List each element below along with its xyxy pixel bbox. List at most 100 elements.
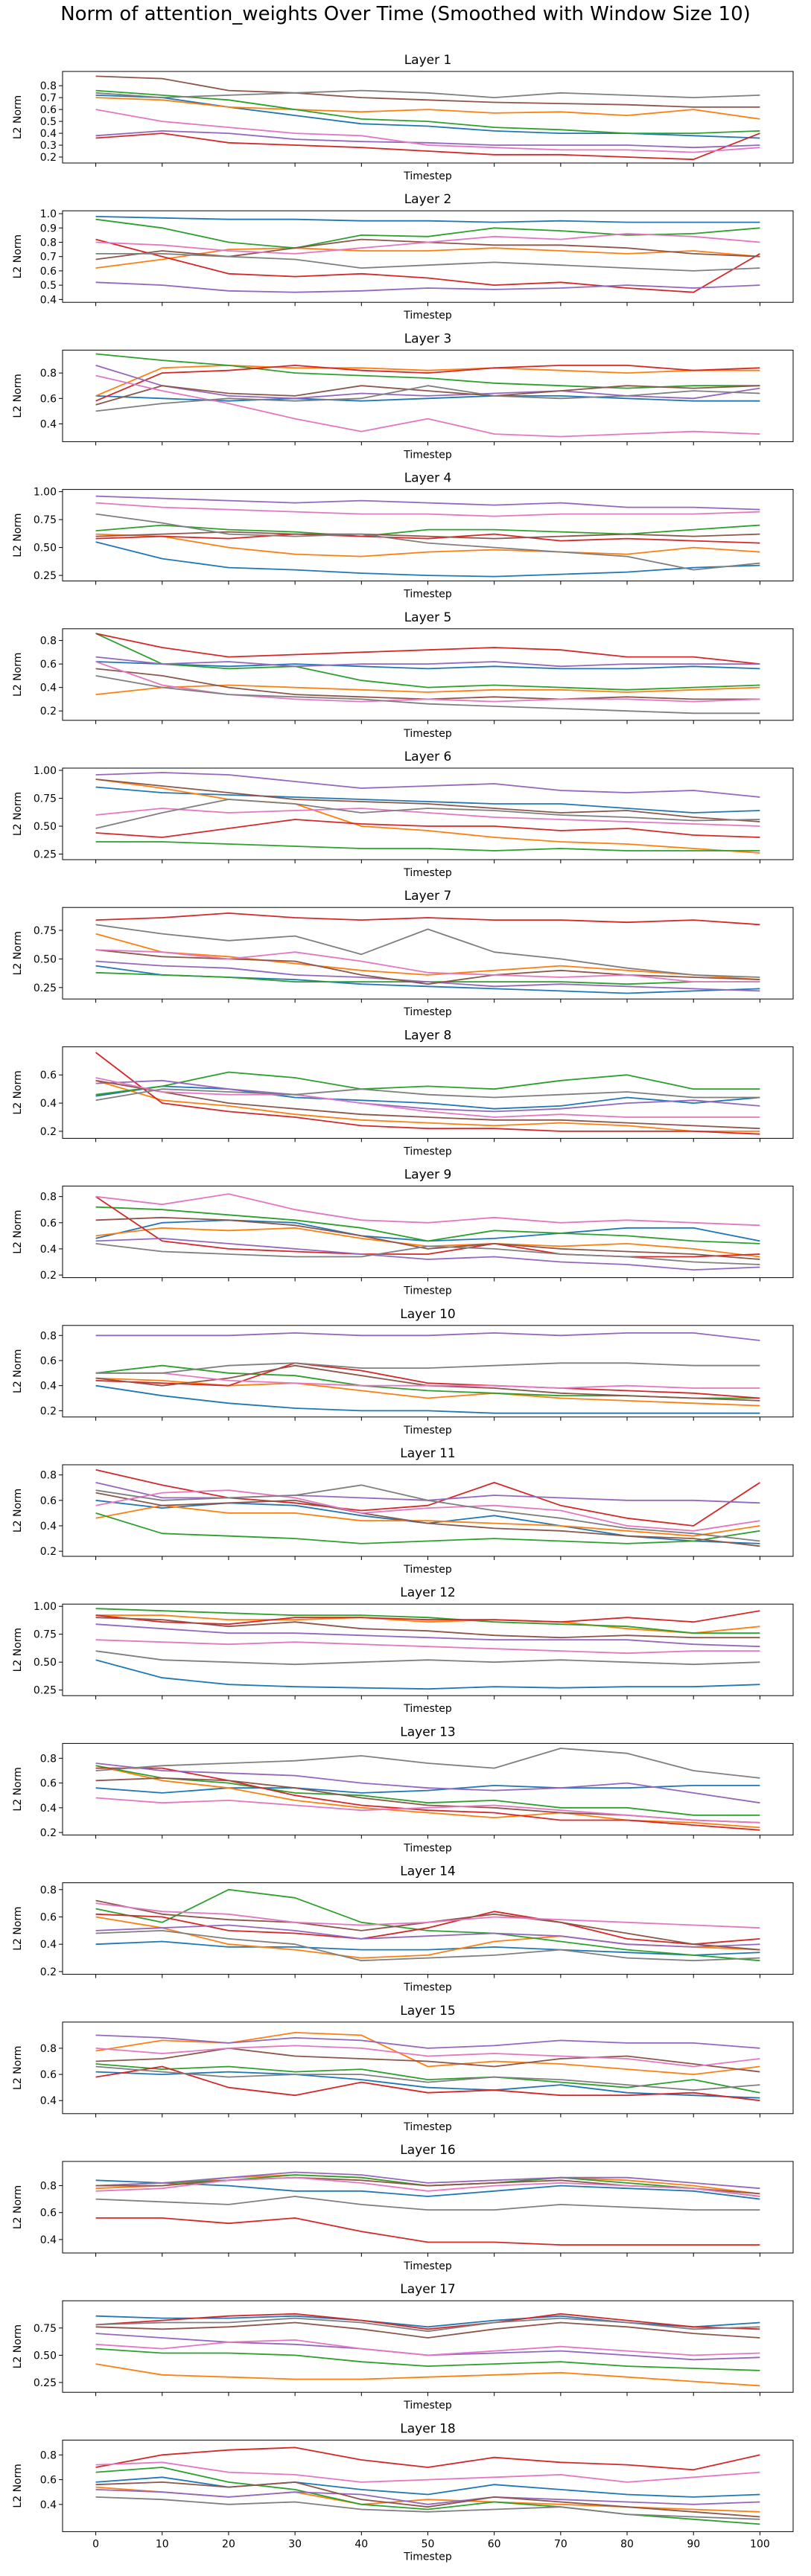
subplot-layer-5: Layer 5 0.2 0.4 0.6 0.8 Timestep L2 Norm xyxy=(12,610,794,740)
series-line-8 xyxy=(95,1484,760,1542)
series-line-4 xyxy=(95,1362,760,1399)
series-line-6 xyxy=(95,2321,760,2339)
y-tick-label: 0.25 xyxy=(34,982,57,994)
series-line-6 xyxy=(95,2481,760,2518)
y-tick-label: 0.8 xyxy=(40,1885,57,1896)
y-axis-label: L2 Norm xyxy=(12,234,24,278)
subplot-title: Layer 3 xyxy=(404,331,452,346)
series-line-6 xyxy=(95,668,760,700)
series-line-2 xyxy=(95,2031,760,2076)
y-tick-label: 0.4 xyxy=(40,1244,57,1256)
y-tick-label: 0.7 xyxy=(40,92,57,104)
subplot-title: Layer 9 xyxy=(404,1168,452,1183)
series-line-6 xyxy=(95,385,760,406)
x-axis-label: Timestep xyxy=(403,310,452,322)
y-tick-label: 0.6 xyxy=(40,1070,57,1081)
series-line-4 xyxy=(95,1195,760,1258)
series-line-6 xyxy=(95,1899,760,1951)
y-tick-label: 0.75 xyxy=(34,925,57,937)
subplot-title: Layer 7 xyxy=(404,889,452,904)
y-tick-label: 0.5 xyxy=(40,116,57,128)
series-line-7 xyxy=(95,109,760,153)
series-group xyxy=(95,1052,760,1135)
y-tick-label: 0.8 xyxy=(40,2043,57,2055)
axes-frame xyxy=(62,2300,794,2393)
series-line-5 xyxy=(95,1623,760,1648)
x-tick-label: 40 xyxy=(354,2538,368,2550)
x-tick-label: 30 xyxy=(288,2538,302,2550)
y-tick-label: 0.8 xyxy=(40,368,57,380)
y-tick-label: 0.25 xyxy=(34,1685,57,1697)
y-tick-label: 0.2 xyxy=(40,1405,57,1417)
series-line-2 xyxy=(95,364,760,397)
series-group xyxy=(95,2313,760,2387)
series-line-7 xyxy=(95,808,760,827)
x-axis-label: Timestep xyxy=(403,728,452,740)
y-tick-label: 0.6 xyxy=(40,659,57,671)
series-line-1 xyxy=(95,1940,760,1956)
series-group xyxy=(95,2031,760,2102)
series-line-7 xyxy=(95,1797,760,1824)
series-line-2 xyxy=(95,779,760,854)
subplot-title: Layer 10 xyxy=(400,1307,455,1322)
y-tick-label: 0.7 xyxy=(40,252,57,263)
series-line-3 xyxy=(95,841,760,851)
series-line-4 xyxy=(95,819,760,838)
series-group xyxy=(95,495,760,578)
series-line-3 xyxy=(95,89,760,135)
y-tick-label: 0.75 xyxy=(34,2323,57,2335)
series-line-5 xyxy=(95,495,760,511)
x-tick-label: 100 xyxy=(750,2538,770,2550)
series-group xyxy=(95,1332,760,1414)
y-tick-label: 0.25 xyxy=(34,849,57,861)
axes-frame xyxy=(62,767,794,860)
subplot-title: Layer 17 xyxy=(400,2282,455,2297)
y-tick-label: 1.00 xyxy=(34,1601,57,1613)
x-axis-label: Timestep xyxy=(403,1145,452,1157)
subplot-title: Layer 16 xyxy=(400,2143,455,2158)
series-line-8 xyxy=(95,89,760,99)
subplot-title: Layer 8 xyxy=(404,1028,452,1043)
series-group xyxy=(95,913,760,994)
series-group xyxy=(95,633,760,715)
y-tick-label: 0.8 xyxy=(40,1330,57,1342)
series-line-8 xyxy=(95,385,760,412)
y-axis-label: L2 Norm xyxy=(12,374,24,418)
series-line-3 xyxy=(95,218,760,249)
series-line-5 xyxy=(95,365,760,400)
axes-frame xyxy=(62,2022,794,2115)
series-line-4 xyxy=(95,1767,760,1831)
y-tick-label: 0.4 xyxy=(40,683,57,694)
series-line-3 xyxy=(95,1765,760,1816)
series-line-1 xyxy=(95,1384,760,1414)
y-tick-label: 0.25 xyxy=(34,2377,57,2389)
series-line-2 xyxy=(95,1504,760,1537)
x-axis-label: Timestep xyxy=(403,449,452,461)
series-line-1 xyxy=(95,216,760,223)
y-tick-label: 0.4 xyxy=(40,1521,57,1533)
series-line-7 xyxy=(95,232,760,255)
y-tick-label: 0.75 xyxy=(34,793,57,805)
series-line-2 xyxy=(95,1079,760,1132)
series-line-4 xyxy=(95,132,760,161)
series-line-6 xyxy=(95,1216,760,1260)
subplot-layer-15: Layer 15 0.4 0.6 0.8 Timestep L2 Norm xyxy=(12,2004,794,2133)
series-line-5 xyxy=(95,130,760,149)
series-line-2 xyxy=(95,2363,760,2387)
series-line-1 xyxy=(95,1659,760,1690)
y-tick-label: 0.6 xyxy=(40,1355,57,1367)
subplot-layer-3: Layer 3 0.4 0.6 0.8 Timestep L2 Norm xyxy=(12,331,794,461)
series-line-7 xyxy=(95,502,760,517)
series-line-7 xyxy=(95,2461,760,2483)
series-line-8 xyxy=(95,1650,760,1666)
y-tick-label: 0.4 xyxy=(40,294,57,306)
axes-frame xyxy=(62,1742,794,1835)
series-line-1 xyxy=(95,95,760,139)
y-tick-label: 0.8 xyxy=(40,2449,57,2461)
y-tick-label: 0.8 xyxy=(40,2181,57,2193)
series-line-3 xyxy=(95,353,760,389)
series-line-8 xyxy=(95,1748,760,1779)
series-line-6 xyxy=(95,1617,760,1639)
y-tick-label: 0.4 xyxy=(40,1803,57,1815)
